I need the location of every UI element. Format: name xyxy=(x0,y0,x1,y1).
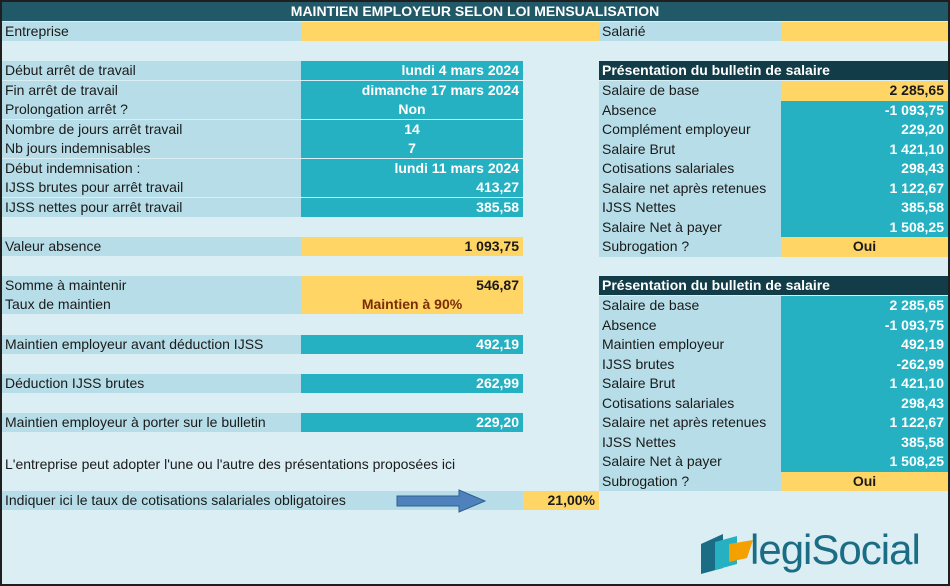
panel1-row-label: Cotisations salariales xyxy=(599,159,781,179)
panel1-row-label: IJSS Nettes xyxy=(599,198,781,218)
maintien-bulletin-value: 229,20 xyxy=(301,413,523,432)
legisocial-logo-text: legiSocial xyxy=(750,526,921,573)
presentation-note: L'entreprise peut adopter l'une ou l'aut… xyxy=(5,456,456,472)
arret-row-value: 14 xyxy=(301,119,523,139)
panel1-row-label: Subrogation ? xyxy=(599,237,781,257)
panel1-row-value[interactable]: Oui xyxy=(781,237,948,257)
arret-row-value: 7 xyxy=(301,139,523,158)
panel2-row-label: Salaire Brut xyxy=(599,374,781,394)
panel1-row-label: Salaire de base xyxy=(599,81,781,101)
panel1-row-label: Complément employeur xyxy=(599,120,781,140)
arret-row-value: lundi 4 mars 2024 xyxy=(301,61,523,80)
panel2-row-label: Cotisations salariales xyxy=(599,393,781,413)
salarie-label: Salarié xyxy=(599,22,781,41)
salarie-input[interactable] xyxy=(781,22,948,41)
panel1-row-label: Salaire Brut xyxy=(599,139,781,159)
panel2-row-value: 492,19 xyxy=(781,335,948,355)
arret-row-value: 385,58 xyxy=(301,197,523,217)
panel2-row-label: IJSS brutes xyxy=(599,354,781,374)
panel1-row-value: 298,43 xyxy=(781,159,948,179)
arret-row-label: Prolongation arrêt ? xyxy=(2,100,301,119)
maintien-avant-label: Maintien employeur avant déduction IJSS xyxy=(2,335,301,354)
panel2-row-value: 1 122,67 xyxy=(781,413,948,433)
arret-row-label: IJSS nettes pour arrêt travail xyxy=(2,197,301,217)
arrow-right-icon xyxy=(396,489,487,513)
panel2-row-value: -1 093,75 xyxy=(781,315,948,335)
somme-value[interactable]: 546,87 xyxy=(301,276,523,295)
panel1-row-value: 229,20 xyxy=(781,120,948,140)
maintien-avant-value: 492,19 xyxy=(301,335,523,354)
entreprise-input[interactable] xyxy=(301,22,599,41)
arret-row-label: IJSS brutes pour arrêt travail xyxy=(2,178,301,197)
cotisations-value[interactable]: 21,00% xyxy=(523,491,599,510)
arret-row-label: Début arrêt de travail xyxy=(2,61,301,80)
panel2-row-label: Salaire de base xyxy=(599,296,781,316)
entreprise-label: Entreprise xyxy=(2,22,301,41)
panel2-row-label: Subrogation ? xyxy=(599,471,781,491)
panel2-row-value: 1 508,25 xyxy=(781,452,948,472)
panel1-row-value: 1 421,10 xyxy=(781,139,948,159)
panel2-row-value: 298,43 xyxy=(781,393,948,413)
taux-value[interactable]: Maintien à 90% xyxy=(301,295,523,314)
deduction-value: 262,99 xyxy=(301,374,523,393)
panel1-row-label: Salaire net après retenues xyxy=(599,178,781,198)
panel1-row-label: Absence xyxy=(599,100,781,120)
panel2-row-value: -262,99 xyxy=(781,354,948,374)
arret-row-label: Début indemnisation : xyxy=(2,158,301,178)
panel1-row-value: 385,58 xyxy=(781,198,948,218)
panel1-row-value: -1 093,75 xyxy=(781,100,948,120)
arret-row-value: Non xyxy=(301,100,523,119)
panel1-row-label: Salaire Net à payer xyxy=(599,217,781,237)
valeur-absence-value[interactable]: 1 093,75 xyxy=(301,237,523,256)
panel1-row-value: 1 122,67 xyxy=(781,178,948,198)
panel1-header: Présentation du bulletin de salaire xyxy=(599,61,948,80)
maintien-bulletin-label: Maintien employeur à porter sur le bulle… xyxy=(2,413,301,432)
panel2-row-label: Maintien employeur xyxy=(599,335,781,355)
taux-label: Taux de maintien xyxy=(2,295,301,314)
arret-row-value: lundi 11 mars 2024 xyxy=(301,158,523,178)
panel2-header: Présentation du bulletin de salaire xyxy=(599,276,948,295)
arret-row-value: 413,27 xyxy=(301,178,523,197)
panel1-row-value: 1 508,25 xyxy=(781,217,948,237)
cotisations-label: Indiquer ici le taux de cotisations sala… xyxy=(2,491,523,510)
panel2-row-label: IJSS Nettes xyxy=(599,432,781,452)
panel2-row-label: Salaire Net à payer xyxy=(599,452,781,472)
panel2-row-value: 1 421,10 xyxy=(781,374,948,394)
somme-label: Somme à maintenir xyxy=(2,276,301,295)
panel2-row-value: 2 285,65 xyxy=(781,296,948,316)
valeur-absence-label: Valeur absence xyxy=(2,237,301,256)
arret-row-label: Nb jours indemnisables xyxy=(2,139,301,158)
panel2-row-label: Absence xyxy=(599,315,781,335)
arret-row-label: Nombre de jours arrêt travail xyxy=(2,119,301,139)
deduction-label: Déduction IJSS brutes xyxy=(2,374,301,393)
panel2-row-label: Salaire net après retenues xyxy=(599,413,781,433)
arret-row-label: Fin arrêt de travail xyxy=(2,80,301,100)
panel2-row-value[interactable]: Oui xyxy=(781,471,948,491)
page-title: MAINTIEN EMPLOYEUR SELON LOI MENSUALISAT… xyxy=(2,2,948,21)
arret-row-value: dimanche 17 mars 2024 xyxy=(301,80,523,100)
panel2-row-value: 385,58 xyxy=(781,432,948,452)
panel1-row-value[interactable]: 2 285,65 xyxy=(781,81,948,101)
legisocial-logo-icon xyxy=(701,534,753,574)
